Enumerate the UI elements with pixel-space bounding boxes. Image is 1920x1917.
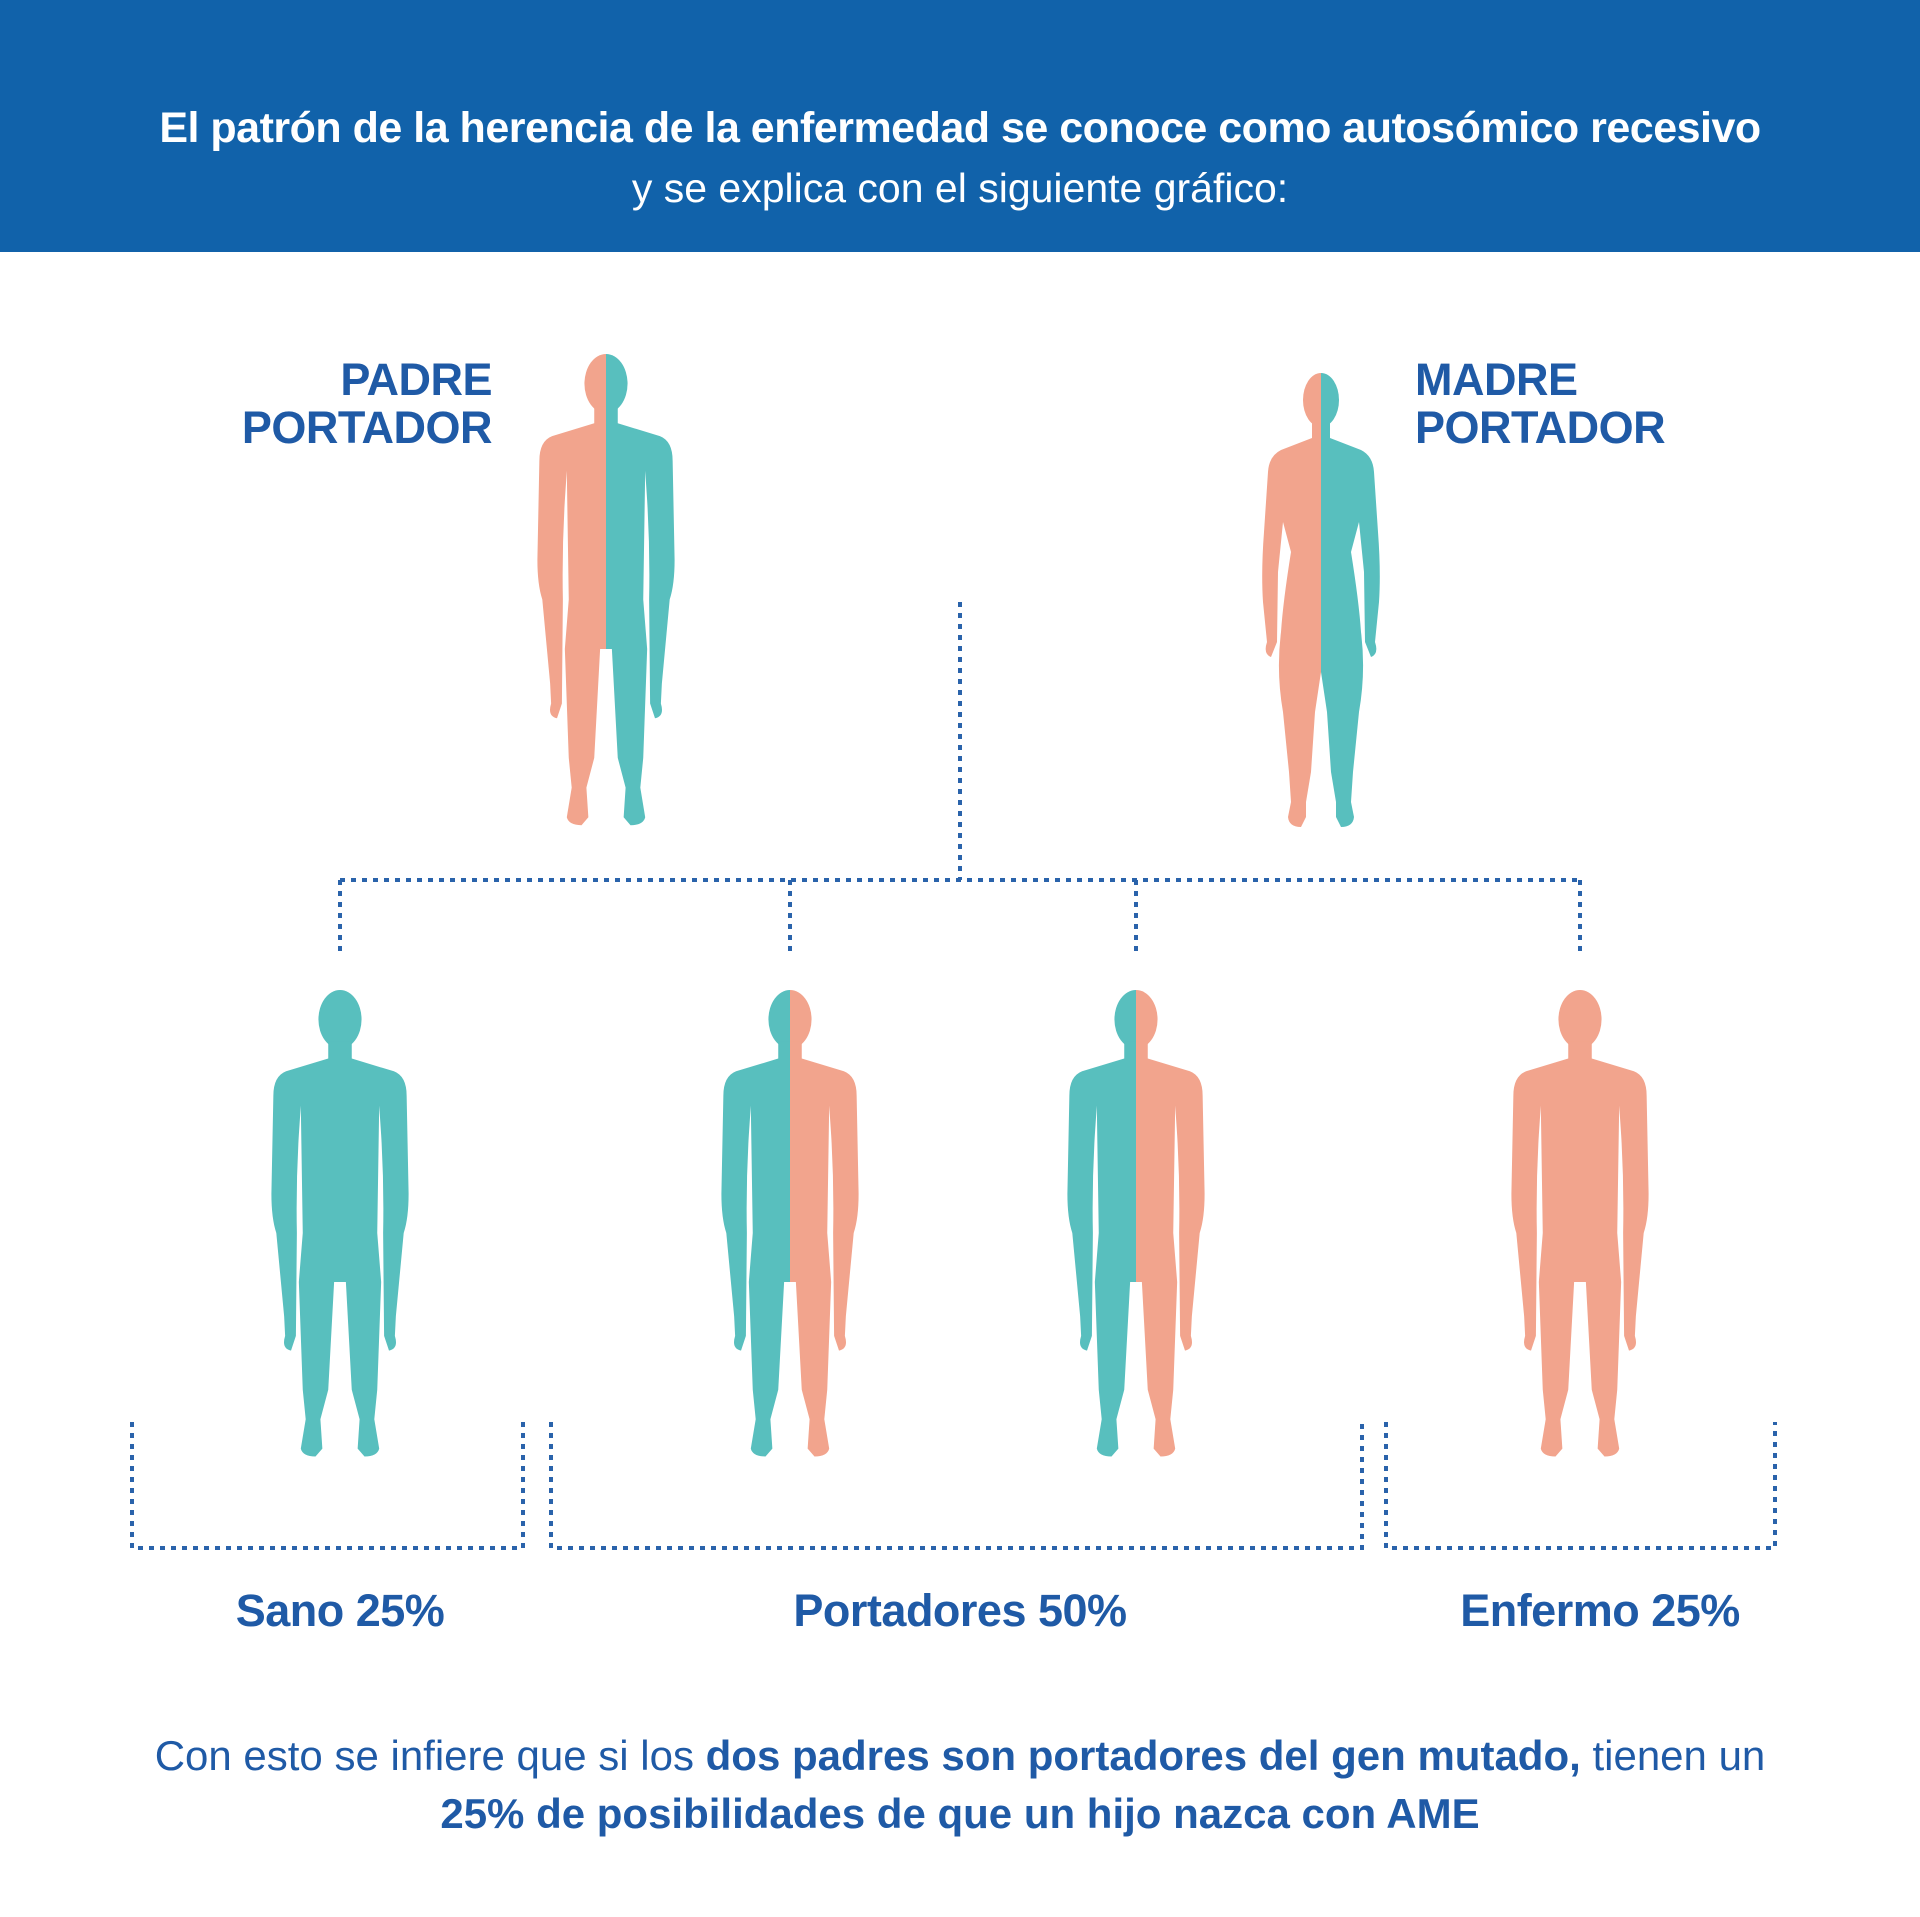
child-affected-figure <box>1511 989 1649 1457</box>
conclusion-line2: 25% de posibilidades de que un hijo nazc… <box>0 1785 1920 1843</box>
affected-outcome-label: Enfermo 25% <box>1460 1585 1740 1636</box>
father-figure <box>537 353 675 826</box>
child-carrier-1-figure <box>721 989 859 1457</box>
carriers-outcome-label: Portadores 50% <box>793 1585 1127 1636</box>
conclusion-part2: tienen un <box>1580 1732 1766 1779</box>
conclusion-bold2: 25% de posibilidades de que un hijo nazc… <box>440 1790 1480 1837</box>
conclusion-bold1: dos padres son portadores del gen mutado… <box>705 1732 1581 1779</box>
conclusion-part1: Con esto se infiere que si los <box>154 1732 706 1779</box>
father-label-line2: PORTADOR <box>241 402 493 453</box>
dotted-connectors <box>130 602 1777 1550</box>
conclusion-text: Con esto se infiere que si los dos padre… <box>0 1727 1920 1843</box>
healthy-outcome-label: Sano 25% <box>235 1585 445 1636</box>
header-banner: El patrón de la herencia de la enfermeda… <box>0 0 1920 252</box>
mother-figure <box>1262 373 1380 827</box>
father-label-line1: PADRE <box>340 354 492 405</box>
conclusion-line1: Con esto se infiere que si los dos padre… <box>0 1727 1920 1785</box>
mother-label-line1: MADRE <box>1415 354 1578 405</box>
mother-label: MADRE PORTADOR <box>1415 356 1755 452</box>
header-subtitle: y se explica con el siguiente gráfico: <box>631 165 1289 211</box>
child-healthy-figure <box>271 989 409 1457</box>
child-carrier-2-figure <box>1067 989 1205 1457</box>
father-label: PADRE PORTADOR <box>190 354 493 453</box>
mother-label-line2: PORTADOR <box>1415 402 1666 453</box>
header-title: El patrón de la herencia de la enfermeda… <box>159 104 1761 152</box>
